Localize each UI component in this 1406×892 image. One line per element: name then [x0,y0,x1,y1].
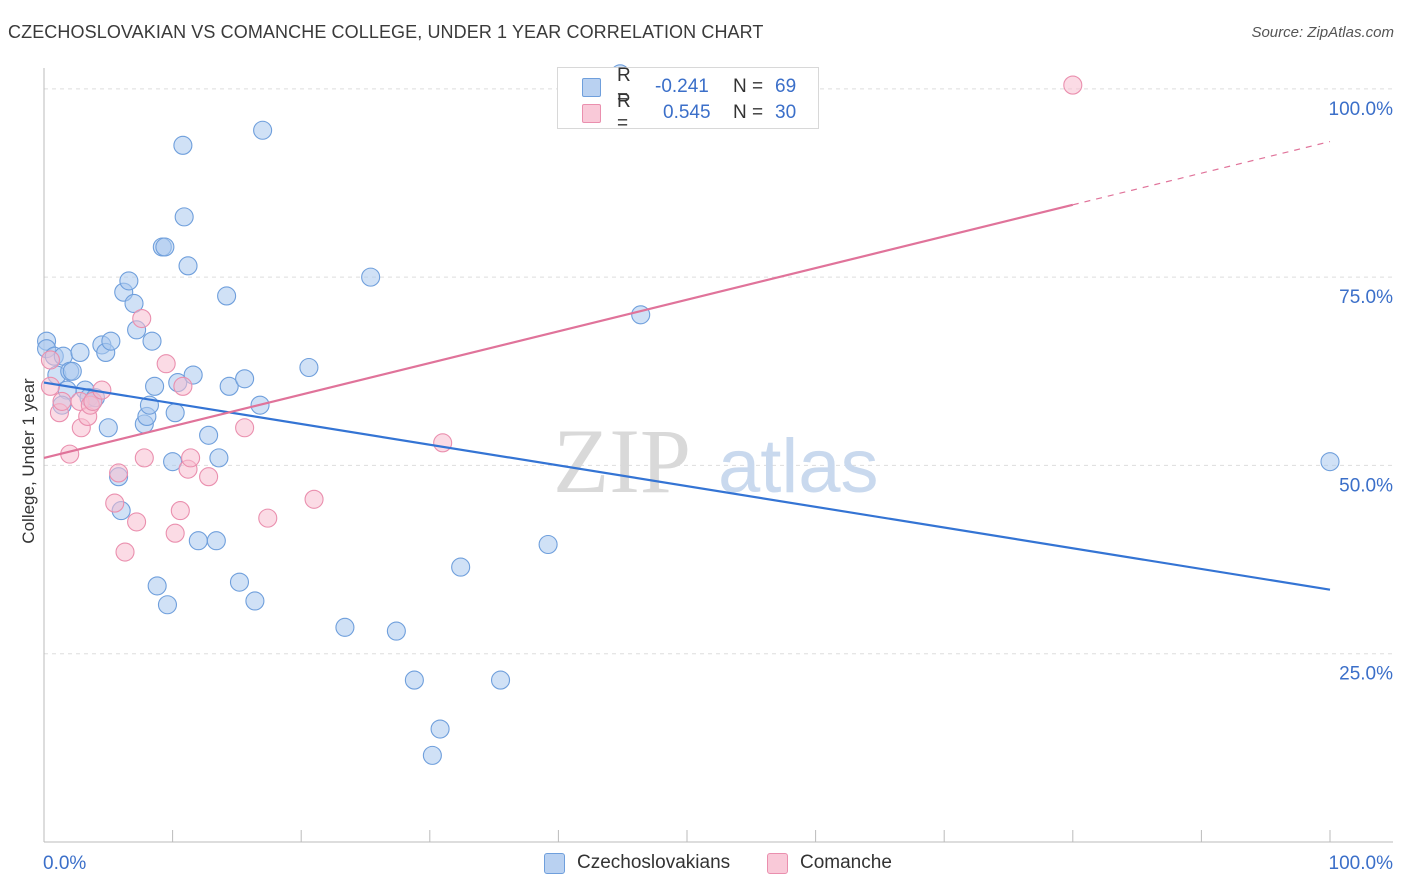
czechoslovakian-point-42 [206,531,226,551]
y-tick-label-75: 75.0% [1339,287,1393,308]
legend-swatch-blue [582,77,601,97]
axes [43,68,1393,843]
legend-row-comanche: R = 0.545 N = 30 [582,91,797,134]
czechoslovakian-point-46 [229,572,250,592]
n-label: N = [733,102,764,123]
legend-row-czechoslovakians: R = -0.241 N = 69 [582,65,797,108]
comanche-point-20 [173,376,193,396]
y-tick-label-25: 25.0% [1339,664,1393,685]
legend-item-comanche: Comanche [767,852,892,874]
trend-line-comanche-solid [43,203,1074,459]
czechoslovakian-point-58 [451,557,471,577]
r-value: 0.545 [663,102,711,123]
x-tick-label-min: 0.0% [43,853,86,874]
comanche-point-28 [1063,75,1083,95]
czechoslovakian-point-15 [101,331,121,351]
comanche-point-14 [127,512,147,532]
czechoslovakian-point-40 [188,531,208,551]
r-value: -0.241 [655,76,709,97]
comanche-point-13 [115,542,135,562]
czechoslovakian-point-34 [165,403,185,423]
comanche-point-3 [52,391,72,411]
czechoslovakian-point-48 [245,591,265,611]
czechoslovakian-point-55 [404,670,424,690]
trend-line-czechoslovakians-solid [43,381,1331,591]
czechoslovakian-point-31 [155,237,175,257]
czechoslovakian-point-44 [217,286,237,306]
watermark-zip: ZIP [553,410,691,512]
legend-swatch-pink [767,852,788,874]
n-label: N = [733,76,764,97]
r-label: R = [617,91,631,134]
czechoslovakian-point-57 [430,719,450,739]
czechoslovakian-point-36 [173,135,193,155]
czechoslovakian-point-28 [145,376,165,396]
czechoslovakian-point-47 [235,369,255,389]
czechoslovakian-point-45 [219,376,239,396]
comanche-point-18 [165,523,185,543]
comanche-point-17 [156,354,176,374]
comanche-point-19 [170,501,190,521]
czechoslovakian-point-52 [335,617,355,637]
czechoslovakian-point-7 [62,361,82,381]
czechoslovakian-point-37 [174,207,194,227]
comanche-point-26 [304,489,324,509]
czechoslovakian-point-54 [386,621,406,641]
czechoslovakian-point-51 [299,357,319,378]
czechoslovakian-point-41 [199,425,219,445]
czechoslovakian-point-22 [124,293,144,314]
trend-lines [43,140,1331,591]
comanche-point-24 [235,418,255,438]
comanche-point-15 [132,308,152,329]
comanche-point-0 [40,350,60,370]
y-axis-label: College, Under 1 year [19,378,38,544]
r-label: R = [617,65,631,108]
chart-title: CZECHOSLOVAKIAN VS COMANCHE COLLEGE, UND… [8,22,764,42]
source-credit: Source: ZipAtlas.com [1251,24,1394,41]
comanche-point-22 [181,448,201,468]
comanche-point-27 [433,433,453,453]
czechoslovakian-point-33 [163,452,183,472]
czechoslovakian-point-56 [422,745,442,765]
comanche-point-1 [40,376,60,396]
czechoslovakian-point-29 [147,576,167,596]
czechoslovakian-point-63 [1320,452,1340,472]
comanche-point-11 [105,493,125,513]
czechoslovakian-point-38 [178,256,198,276]
watermark-atlas: atlas [718,424,879,509]
czechoslovakian-point-50 [253,120,273,140]
y-tick-label-50: 50.0% [1339,475,1393,496]
correlation-legend: R = -0.241 N = 69 R = 0.545 N = 30 [557,65,819,134]
legend-swatch-pink [582,103,601,123]
legend-label-czechoslovakians: Czechoslovakians [577,852,731,873]
czechoslovakian-point-59 [490,670,511,690]
n-value: 30 [775,102,797,123]
n-value: 69 [775,76,797,97]
czechoslovakian-point-32 [157,595,178,615]
legend-swatch-blue [544,852,565,874]
czechoslovakian-point-60 [538,534,558,555]
y-tick-labels: 25.0% 50.0% 75.0% 100.0% [1329,99,1394,685]
x-tick-label-max: 100.0% [1329,853,1394,874]
series-legend: Czechoslovakians Comanche [0,852,1406,876]
trend-line-comanche-dashed [1072,140,1331,206]
czechoslovakian-point-53 [361,267,381,287]
czechoslovakian-point-21 [119,271,139,291]
legend-item-czechoslovakians: Czechoslovakians [544,852,730,874]
czechoslovakian-point-27 [142,331,162,351]
y-tick-label-100: 100.0% [1329,99,1394,120]
watermark: ZIP atlas [553,410,879,512]
comanche-point-25 [258,508,278,528]
comanche-point-12 [109,463,129,483]
legend-label-comanche: Comanche [800,852,892,873]
comanche-point-23 [199,467,219,487]
series-comanche-points [40,75,1083,562]
comanche-point-16 [134,448,154,468]
czechoslovakian-point-8 [70,342,90,362]
czechoslovakian-point-43 [209,448,229,468]
czechoslovakian-point-17 [98,418,118,438]
